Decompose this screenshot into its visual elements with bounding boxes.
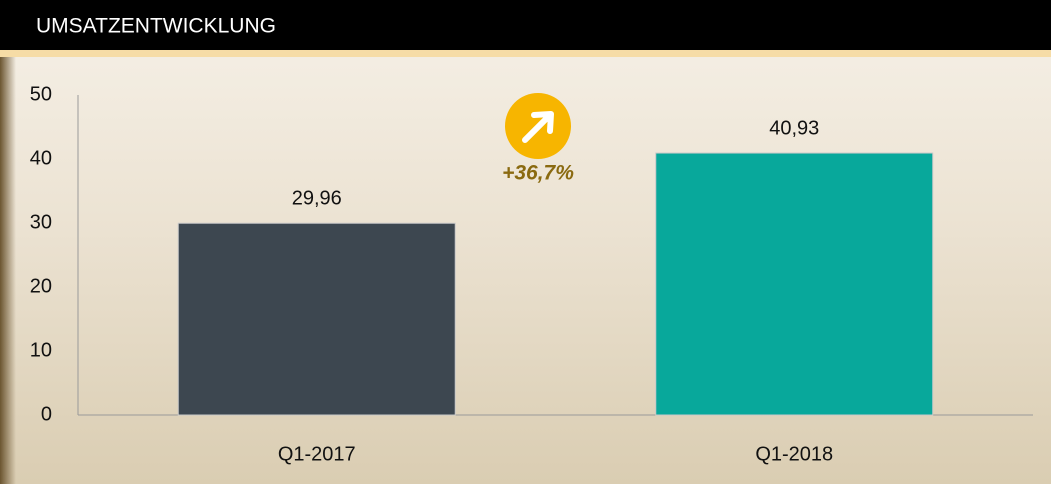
- x-tick-label: Q1-2017: [278, 443, 356, 465]
- chart-title: UMSATZENTWICKLUNG: [36, 15, 276, 38]
- value-label: 29,96: [292, 188, 342, 210]
- background-edge: [0, 56, 16, 484]
- y-tick-label: 40: [30, 147, 52, 169]
- value-label: 40,93: [769, 117, 819, 139]
- annotation-arrow: [522, 111, 554, 143]
- y-tick-label: 10: [30, 339, 52, 361]
- bar: [177, 222, 456, 416]
- header-accent: [0, 50, 1051, 57]
- x-tick-label: Q1-2018: [755, 443, 833, 465]
- y-tick-label: 0: [41, 403, 52, 425]
- annotation: +36,7%: [502, 162, 574, 185]
- y-tick-label: 30: [30, 211, 52, 233]
- y-tick-label: 20: [30, 275, 52, 297]
- y-tick-label: 50: [30, 83, 52, 105]
- bar: [655, 152, 934, 416]
- header-bar: [0, 0, 1051, 50]
